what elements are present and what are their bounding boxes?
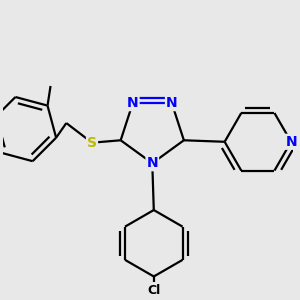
- Text: N: N: [127, 96, 139, 110]
- Text: Cl: Cl: [147, 284, 161, 297]
- Text: N: N: [146, 156, 158, 170]
- Text: N: N: [166, 96, 178, 110]
- Text: N: N: [285, 135, 297, 149]
- Text: S: S: [87, 136, 97, 150]
